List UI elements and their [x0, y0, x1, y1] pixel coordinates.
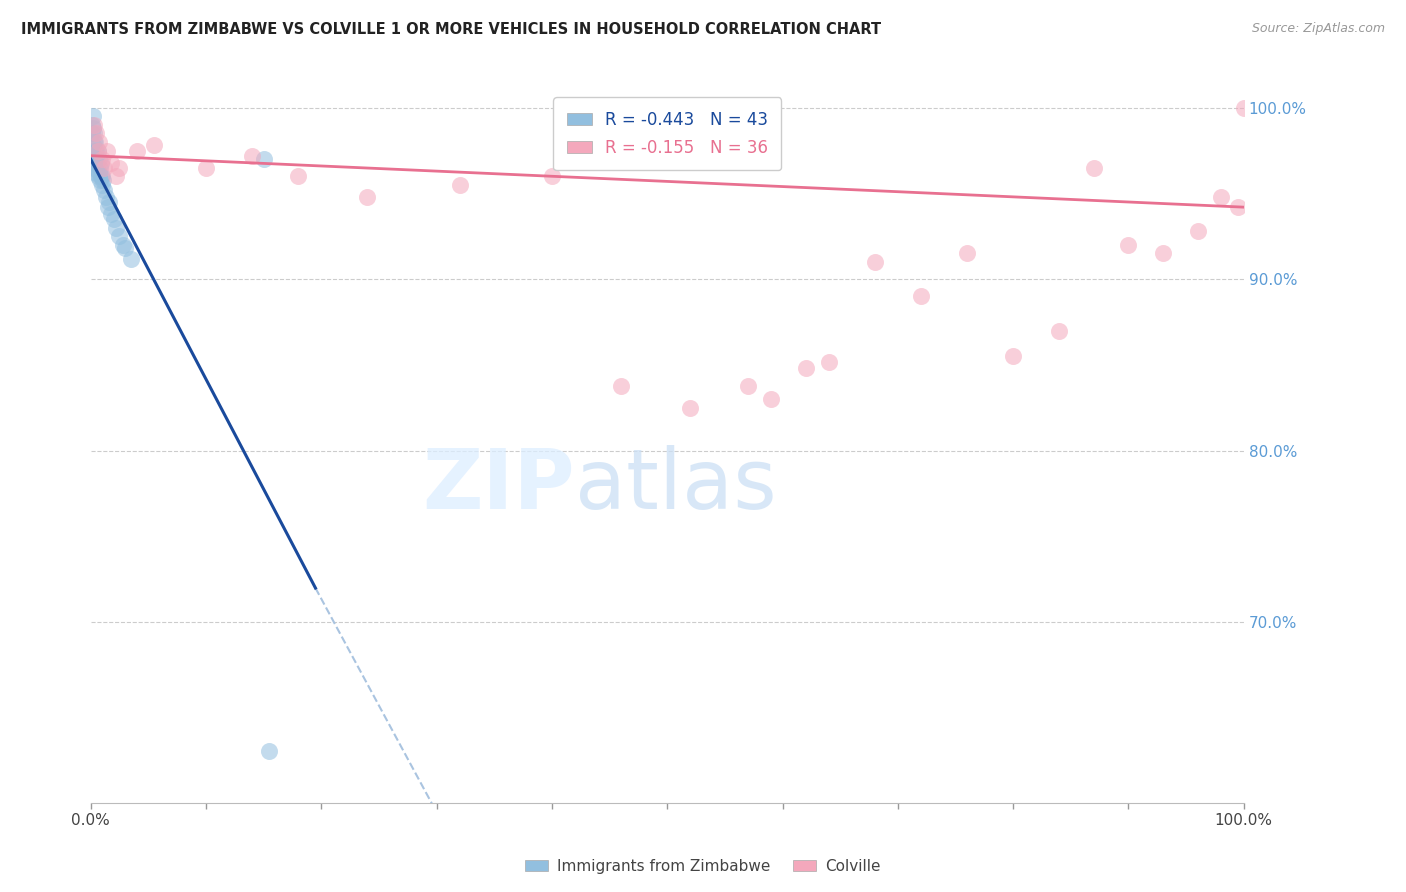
Point [1002, 350, 1025, 364]
Point [108, 161, 131, 175]
Point [910, 289, 932, 303]
Point [610, 378, 633, 392]
Point [90, 169, 112, 184]
Point [89, 161, 111, 175]
Point [89, 172, 111, 186]
Point [84, 135, 107, 149]
Point [1233, 101, 1256, 115]
Point [104, 169, 127, 184]
Point [449, 178, 471, 192]
Point [100, 155, 122, 169]
Point [83, 118, 105, 132]
Point [97, 200, 120, 214]
Point [80, 127, 103, 141]
Point [83, 161, 105, 175]
Point [1118, 238, 1140, 252]
Point [91, 172, 114, 186]
Point [90, 155, 112, 169]
Point [86, 144, 108, 158]
Point [83, 149, 105, 163]
Point [737, 378, 759, 392]
Point [1187, 224, 1209, 238]
Point [82, 109, 104, 123]
Point [252, 152, 274, 166]
Text: Source: ZipAtlas.com: Source: ZipAtlas.com [1251, 22, 1385, 36]
Point [759, 392, 782, 407]
Point [86, 144, 108, 158]
Point [87, 135, 110, 149]
Point [287, 169, 309, 184]
Point [87, 152, 110, 166]
Point [93, 183, 115, 197]
Point [87, 166, 110, 180]
Point [103, 212, 125, 227]
Point [108, 229, 131, 244]
Point [104, 220, 127, 235]
Point [82, 121, 104, 136]
Point [91, 169, 114, 184]
Point [93, 161, 115, 175]
Point [541, 169, 564, 184]
Point [80, 118, 103, 132]
Point [1083, 161, 1105, 175]
Point [679, 401, 702, 415]
Point [84, 155, 107, 169]
Point [120, 252, 142, 266]
Point [100, 207, 122, 221]
Point [356, 190, 378, 204]
Point [98, 194, 121, 209]
Point [194, 161, 217, 175]
Text: atlas: atlas [575, 445, 776, 526]
Point [80, 144, 103, 158]
Point [863, 255, 886, 269]
Point [94, 190, 117, 204]
Point [86, 144, 108, 158]
Point [86, 127, 108, 141]
Point [143, 138, 166, 153]
Point [82, 155, 104, 169]
Point [114, 241, 136, 255]
Point [1209, 190, 1232, 204]
Point [794, 361, 817, 376]
Point [86, 169, 108, 184]
Point [1047, 324, 1070, 338]
Legend: Immigrants from Zimbabwe, Colville: Immigrants from Zimbabwe, Colville [519, 853, 887, 880]
Point [1152, 246, 1174, 260]
Point [91, 178, 114, 192]
Point [125, 144, 148, 158]
Point [1227, 200, 1250, 214]
Point [84, 144, 107, 158]
Point [817, 354, 839, 368]
Point [259, 744, 281, 758]
Point [91, 152, 114, 166]
Point [83, 127, 105, 141]
Legend: R = -0.443   N = 43, R = -0.155   N = 36: R = -0.443 N = 43, R = -0.155 N = 36 [553, 97, 782, 170]
Point [86, 166, 108, 180]
Point [80, 152, 103, 166]
Point [86, 155, 108, 169]
Point [86, 152, 108, 166]
Text: IMMIGRANTS FROM ZIMBABWE VS COLVILLE 1 OR MORE VEHICLES IN HOUSEHOLD CORRELATION: IMMIGRANTS FROM ZIMBABWE VS COLVILLE 1 O… [21, 22, 882, 37]
Point [240, 149, 263, 163]
Point [111, 238, 134, 252]
Point [956, 246, 979, 260]
Point [82, 138, 104, 153]
Point [83, 135, 105, 149]
Point [96, 144, 118, 158]
Text: ZIP: ZIP [422, 445, 575, 526]
